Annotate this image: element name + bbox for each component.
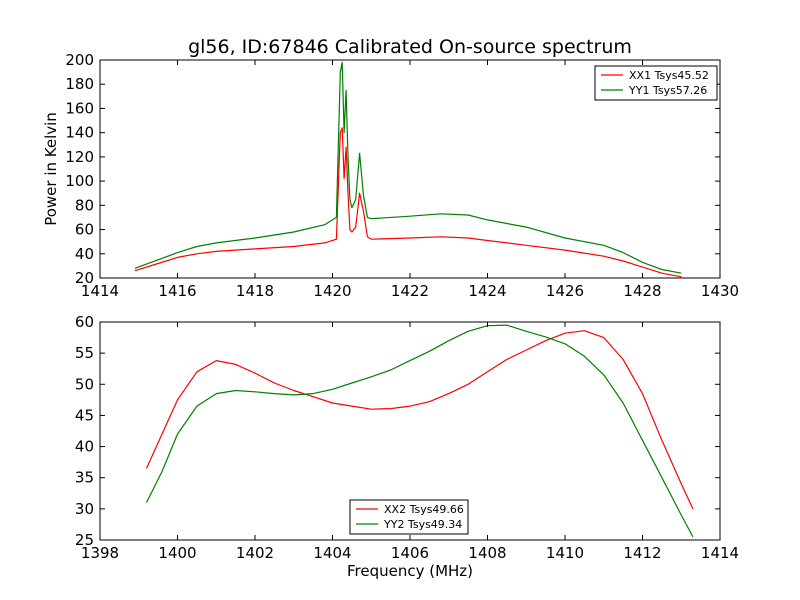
legend-entry: XX1 Tsys45.52 [629,69,709,82]
y-tick-label: 60 [75,313,94,331]
y-tick-label: 20 [75,269,94,287]
y-tick-label: 40 [75,245,94,263]
x-axis-label: Frequency (MHz) [347,562,473,580]
x-tick-label: 1420 [313,282,351,300]
x-tick-label: 1430 [701,282,739,300]
x-tick-label: 1428 [623,282,661,300]
x-tick-label: 1402 [236,544,274,562]
x-tick-label: 1398 [81,544,119,562]
legend-entry: YY2 Tsys49.34 [383,518,462,531]
legend-box [594,65,718,101]
x-tick-label: 1414 [81,282,119,300]
bottom-chart: 1398 1400 1402 1404 1406 1408 1410 1412 1414 25 30… [75,313,739,580]
x-tick-label: 1406 [391,544,429,562]
y-tick-label: 55 [75,344,94,362]
x-tick-label: 1400 [158,544,196,562]
x-tick-label: 1426 [546,282,584,300]
top-chart: 1414 1416 1418 1420 1422 1424 1426 1428 1430 20 40… [42,51,739,300]
series-line-1-0 [145,330,694,510]
y-tick-label: 200 [65,51,94,69]
x-tick-label: 1404 [313,544,351,562]
y-tick-label: 120 [65,148,94,166]
x-tick-label: 1408 [468,544,506,562]
y-tick-label: 100 [65,172,94,190]
legend-entry: XX2 Tsys49.66 [384,503,464,516]
x-tick-label: 1422 [391,282,429,300]
series-line-0-1 [134,61,682,274]
series-line-1-1 [145,324,694,538]
legend: XX2 Tsys49.66 YY2 Tsys49.34 [349,499,469,535]
y-tick-label: 25 [75,531,94,549]
chart-title: gl56, ID:67846 Calibrated On-source spec… [188,36,632,58]
y-tick-label: 180 [65,75,94,93]
y-tick-label: 40 [75,438,94,456]
y-tick-label: 60 [75,221,94,239]
x-tick-label: 1416 [158,282,196,300]
x-tick-label: 1410 [546,544,584,562]
y-tick-label: 50 [75,375,94,393]
y-tick-label: 35 [75,469,94,487]
y-tick-label: 140 [65,124,94,142]
x-tick-label: 1414 [701,544,739,562]
y-axis-label: Power in Kelvin [42,112,60,226]
x-tick-label: 1424 [468,282,506,300]
y-tick-label: 30 [75,500,94,518]
y-tick-label: 80 [75,196,94,214]
y-tick-label: 160 [65,99,94,117]
x-tick-label: 1418 [236,282,274,300]
legend-entry: YY1 Tsys57.26 [628,84,707,97]
legend-box [349,499,469,535]
series-line-0-0 [134,127,682,278]
y-tick-label: 45 [75,406,94,424]
x-tick-label: 1412 [623,544,661,562]
legend: XX1 Tsys45.52 YY1 Tsys57.26 [594,65,718,101]
